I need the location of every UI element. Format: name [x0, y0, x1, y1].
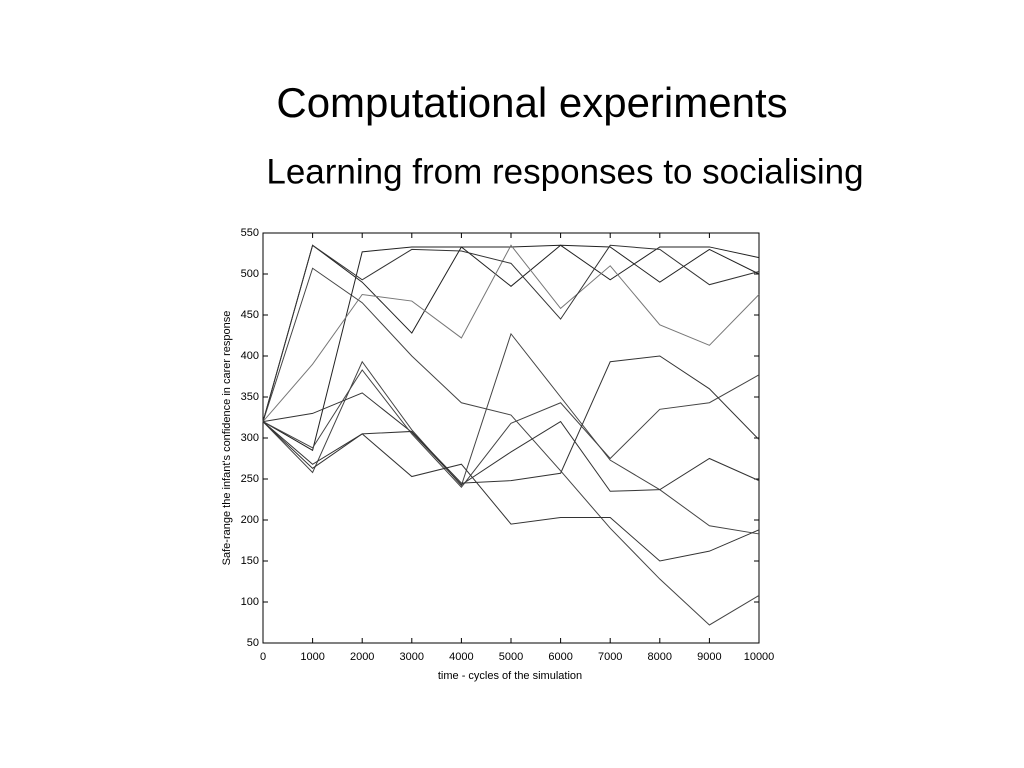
slide-subtitle: Learning from responses to socialising [266, 152, 863, 191]
x-tick-label: 0 [260, 651, 266, 663]
plot-frame [262, 232, 760, 644]
x-tick-label: 8000 [648, 651, 672, 663]
series-line [262, 244, 760, 422]
y-tick-label: 350 [241, 391, 259, 403]
y-tick-label: 50 [247, 637, 259, 649]
x-tick-label: 9000 [697, 651, 721, 663]
series-line [262, 332, 760, 535]
series-line [262, 267, 760, 626]
series-line [262, 369, 760, 488]
y-axis-label: Safe-range the infant's confidence in ca… [221, 311, 233, 566]
slide-title: Computational experiments [276, 79, 787, 126]
y-tick-label: 150 [241, 555, 259, 567]
y-tick-label: 550 [241, 227, 259, 239]
y-tick-label: 200 [241, 514, 259, 526]
y-tick-label: 500 [241, 268, 259, 280]
series-line [262, 244, 760, 422]
series-line [262, 392, 760, 492]
series-line [262, 244, 760, 452]
x-axis-label: time - cycles of the simulation [438, 670, 582, 682]
y-tick-label: 450 [241, 309, 259, 321]
x-tick-label: 3000 [400, 651, 424, 663]
x-tick-label: 1000 [300, 651, 324, 663]
y-tick-label: 400 [241, 350, 259, 362]
series-line [262, 355, 760, 484]
y-tick-label: 100 [241, 596, 259, 608]
series-line [262, 421, 760, 562]
x-tick-label: 2000 [350, 651, 374, 663]
y-tick-label: 300 [241, 432, 259, 444]
x-tick-label: 5000 [499, 651, 523, 663]
series-line [262, 244, 760, 422]
x-tick-label: 7000 [598, 651, 622, 663]
y-tick-label: 250 [241, 473, 259, 485]
x-tick-label: 6000 [548, 651, 572, 663]
x-tick-label: 4000 [449, 651, 473, 663]
x-tick-label: 10000 [744, 651, 775, 663]
